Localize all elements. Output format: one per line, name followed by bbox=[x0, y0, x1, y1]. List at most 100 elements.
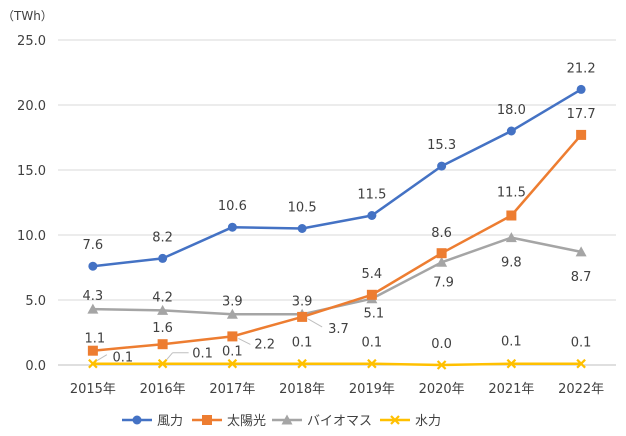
data-point bbox=[367, 358, 377, 369]
series-lines bbox=[87, 84, 587, 370]
label-leader-lines bbox=[96, 318, 323, 362]
y-tick-label: 0.0 bbox=[25, 359, 46, 374]
data-label: 10.5 bbox=[288, 201, 317, 216]
data-label: 2.2 bbox=[254, 337, 275, 352]
data-label: 0.1 bbox=[292, 336, 313, 351]
data-point bbox=[157, 339, 168, 350]
series-1 bbox=[88, 84, 586, 271]
data-point bbox=[202, 415, 212, 425]
data-label: 17.7 bbox=[567, 107, 596, 122]
data-point bbox=[226, 308, 238, 319]
data-label: 0.1 bbox=[222, 345, 243, 360]
data-label: 1.1 bbox=[85, 332, 106, 347]
data-label: 9.8 bbox=[501, 256, 522, 271]
data-point bbox=[132, 415, 142, 425]
data-point bbox=[436, 360, 447, 370]
data-point bbox=[366, 289, 377, 300]
data-label: 3.7 bbox=[328, 322, 349, 337]
data-point bbox=[297, 224, 307, 233]
data-point bbox=[506, 358, 517, 369]
legend-label: バイオマス bbox=[307, 414, 372, 429]
data-label: 21.2 bbox=[567, 61, 596, 76]
data-label: 7.9 bbox=[433, 275, 454, 290]
data-point bbox=[157, 358, 168, 369]
data-label: 5.4 bbox=[362, 267, 383, 282]
legend-label: 太陽光 bbox=[227, 414, 266, 429]
leader-line bbox=[307, 318, 323, 328]
data-point bbox=[367, 211, 377, 220]
data-label: 0.1 bbox=[571, 336, 592, 351]
data-point bbox=[575, 246, 587, 257]
series-line bbox=[92, 134, 583, 352]
gridlines bbox=[58, 39, 616, 301]
series-2 bbox=[87, 129, 587, 356]
data-label: 15.3 bbox=[427, 138, 456, 153]
data-label: 8.6 bbox=[431, 226, 452, 241]
y-tick-label: 20.0 bbox=[17, 99, 46, 114]
data-point bbox=[227, 358, 238, 369]
data-point bbox=[281, 414, 293, 425]
data-point bbox=[88, 261, 98, 271]
series-4 bbox=[88, 358, 586, 370]
data-label: 18.0 bbox=[497, 103, 526, 118]
data-label: 0.1 bbox=[501, 335, 522, 350]
data-point bbox=[88, 358, 98, 369]
x-tick-label: 2016年 bbox=[140, 382, 186, 397]
legend-item: バイオマス bbox=[272, 414, 372, 429]
data-point bbox=[505, 232, 517, 243]
data-point bbox=[436, 248, 447, 259]
x-axis: 2015年 2016年 2017年 2018年 2019年 2020年 2021年 2022年 bbox=[58, 364, 616, 397]
y-tick-label: 25.0 bbox=[17, 34, 46, 49]
y-axis: 0.0 5.0 10.0 15.0 20.0 25.0 bbox=[17, 34, 46, 374]
data-point bbox=[506, 210, 517, 221]
series-line bbox=[92, 88, 582, 268]
x-tick-label: 2022年 bbox=[558, 382, 604, 397]
legend-item: 風力 bbox=[122, 414, 183, 429]
data-label: 4.2 bbox=[152, 290, 173, 305]
data-point bbox=[576, 129, 587, 140]
data-point bbox=[227, 331, 238, 342]
data-label: 8.2 bbox=[152, 230, 173, 245]
x-tick-label: 2018年 bbox=[279, 382, 325, 397]
data-point bbox=[576, 84, 586, 94]
y-axis-unit-label: （TWh） bbox=[2, 9, 53, 23]
data-point bbox=[576, 358, 586, 369]
data-label: 0.0 bbox=[431, 337, 452, 352]
data-point bbox=[157, 304, 169, 315]
legend-label: 水力 bbox=[415, 414, 441, 429]
data-point bbox=[227, 222, 237, 232]
x-tick-label: 2021年 bbox=[488, 382, 534, 397]
data-label: 3.9 bbox=[222, 294, 243, 309]
data-label: 11.5 bbox=[497, 186, 526, 201]
y-tick-label: 10.0 bbox=[17, 229, 46, 244]
data-label: 4.3 bbox=[83, 289, 104, 304]
legend-item: 太陽光 bbox=[192, 414, 266, 429]
data-label: 0.1 bbox=[362, 336, 383, 351]
x-tick-label: 2019年 bbox=[349, 382, 395, 397]
legend-item: 水力 bbox=[380, 414, 441, 429]
y-tick-label: 15.0 bbox=[17, 164, 46, 179]
data-label: 5.1 bbox=[364, 307, 385, 322]
data-label: 0.1 bbox=[113, 351, 134, 366]
x-tick-label: 2015年 bbox=[70, 382, 116, 397]
data-point bbox=[506, 126, 516, 136]
data-point bbox=[87, 303, 99, 314]
data-label: 8.7 bbox=[571, 270, 592, 285]
x-tick-label: 2017年 bbox=[209, 382, 255, 397]
legend: 風力 太陽光 バイオマス 水力 bbox=[122, 414, 441, 429]
data-point bbox=[297, 358, 307, 369]
leader-line bbox=[238, 337, 251, 345]
data-label: 0.1 bbox=[192, 347, 213, 362]
leader-line bbox=[166, 352, 174, 361]
data-labels: 7.6 8.2 10.6 10.5 11.5 15.3 18.0 21.2 1.1 1.6 2.2 3… bbox=[83, 61, 596, 365]
data-label: 10.6 bbox=[218, 199, 247, 214]
legend-label: 風力 bbox=[157, 414, 183, 429]
data-point bbox=[390, 415, 400, 425]
series-line bbox=[92, 362, 582, 367]
data-label: 1.6 bbox=[152, 321, 173, 336]
data-point bbox=[158, 253, 168, 263]
x-tick-label: 2020年 bbox=[419, 382, 465, 397]
leader-line bbox=[96, 354, 108, 362]
data-point bbox=[437, 161, 447, 171]
